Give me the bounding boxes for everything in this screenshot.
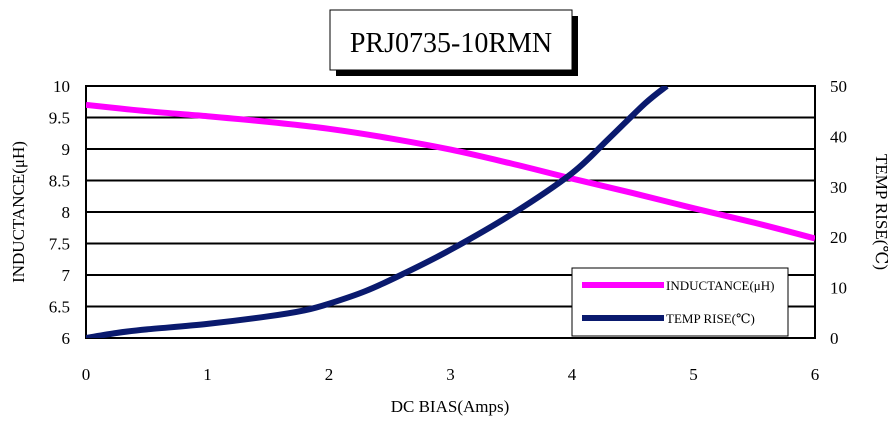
x-tick-label: 4: [568, 365, 577, 384]
y-tick-label: 6: [62, 329, 71, 348]
legend: INDUCTANCE(μH) TEMP RISE(℃): [571, 267, 789, 337]
legend-box: [571, 267, 789, 337]
y-tick-label: 9: [62, 140, 71, 159]
plot-area: [85, 85, 816, 339]
y-tick-label: 8.5: [49, 172, 70, 191]
y-tick-label: 7.5: [49, 235, 70, 254]
y-tick-label: 8: [62, 203, 71, 222]
x-tick-label: 5: [689, 365, 698, 384]
x-tick-label: 3: [446, 365, 455, 384]
y-axis-label: INDUCTANCE(μH): [9, 141, 28, 283]
title-box: [329, 9, 573, 71]
y2-tick-label: 10: [830, 279, 847, 298]
series-temp-rise-line: [86, 86, 669, 338]
y2-tick-label: 30: [830, 178, 847, 197]
x-axis-label: DC BIAS(Amps): [391, 397, 510, 416]
y-tick-label: 6.5: [49, 298, 70, 317]
y2-tick-labels: 0 10 20 30 40 50: [830, 77, 847, 348]
legend-label-inductance: INDUCTANCE(μH): [666, 278, 774, 293]
series-inductance-line: [86, 101, 815, 242]
y2-tick-label: 50: [830, 77, 847, 96]
x-tick-label: 6: [811, 365, 820, 384]
legend-label-temp-rise: TEMP RISE(℃): [666, 311, 755, 326]
x-tick-label: 1: [203, 365, 212, 384]
x-tick-label: 0: [82, 365, 91, 384]
x-tick-labels: 0 1 2 3 4 5 6: [82, 365, 820, 384]
y2-tick-label: 20: [830, 228, 847, 247]
x-tick-label: 2: [325, 365, 334, 384]
y2-axis-label: TEMP RISE(℃): [872, 154, 888, 270]
y-tick-label: 9.5: [49, 109, 70, 128]
chart-title: PRJ0735-10RMN: [350, 28, 552, 59]
y2-tick-label: 0: [830, 329, 839, 348]
y2-tick-label: 40: [830, 127, 847, 146]
y-tick-label: 7: [62, 266, 71, 285]
series-lines: [86, 86, 815, 338]
y-tick-label: 10: [53, 77, 70, 96]
y-tick-labels: 6 6.5 7 7.5 8 8.5 9 9.5 10: [49, 77, 71, 348]
